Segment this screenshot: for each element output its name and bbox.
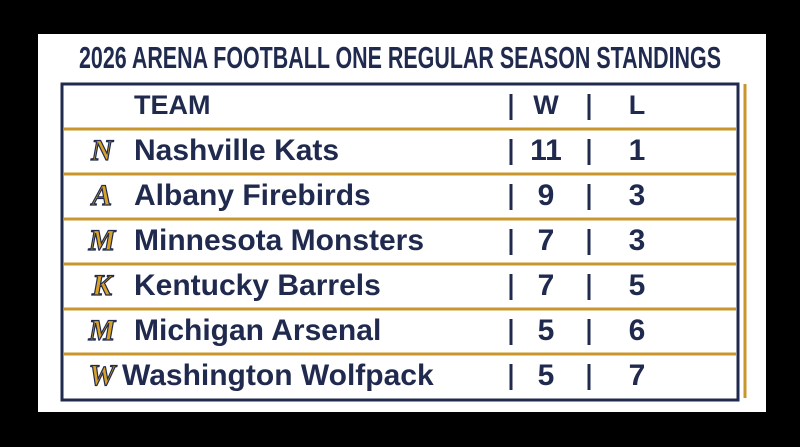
team-logo: N — [90, 134, 114, 167]
losses: 1 — [629, 134, 646, 167]
team-logo: M — [88, 224, 117, 257]
losses: 3 — [629, 224, 646, 257]
losses: 7 — [629, 359, 646, 392]
wins: 7 — [538, 224, 555, 257]
team-logo: K — [91, 269, 114, 302]
team-logo: A — [90, 179, 112, 212]
losses: 5 — [629, 269, 646, 302]
losses: 6 — [629, 314, 646, 347]
panel — [38, 34, 766, 412]
table-border — [60, 82, 740, 402]
header-l: L — [629, 90, 646, 120]
wins: 11 — [530, 134, 562, 167]
team-name: Washington Wolfpack — [122, 359, 434, 392]
header-w: W — [533, 90, 559, 120]
header-team: TEAM — [134, 90, 211, 120]
wins: 9 — [538, 179, 555, 212]
wins: 7 — [538, 269, 555, 302]
wins: 5 — [538, 359, 555, 392]
team-logo: W — [89, 359, 118, 392]
title: 2026 ARENA FOOTBALL ONE REGULAR SEASON S… — [79, 40, 721, 75]
team-name: Nashville Kats — [134, 134, 339, 167]
wins: 5 — [538, 314, 555, 347]
team-name: Michigan Arsenal — [134, 314, 381, 347]
team-name: Albany Firebirds — [134, 179, 371, 212]
team-name: Kentucky Barrels — [134, 269, 381, 302]
team-name: Minnesota Monsters — [134, 224, 424, 257]
team-logo: M — [88, 314, 117, 347]
table: TEAM W LN Nashville Kats 11 1A Albany Firebird… — [64, 90, 736, 392]
losses: 3 — [629, 179, 646, 212]
